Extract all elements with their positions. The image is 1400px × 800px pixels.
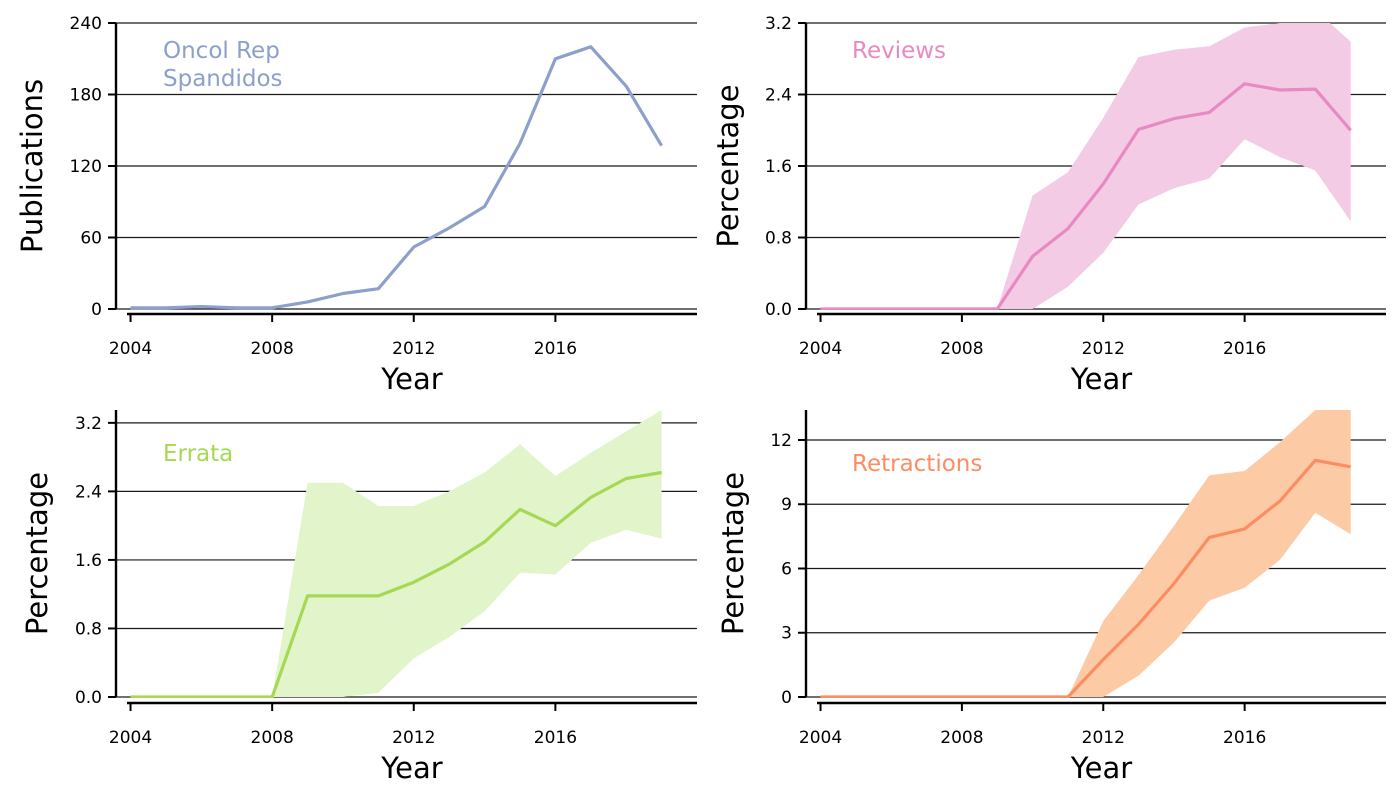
series-label: Spandidos [163, 66, 283, 92]
x-axis-title: Year [380, 362, 442, 396]
y-tick-label: 3.2 [765, 14, 792, 34]
y-tick-label: 60 [80, 229, 102, 249]
y-tick-label: 1.6 [765, 157, 792, 177]
y-axis-title: Percentage [711, 84, 745, 247]
x-axis-title: Year [380, 751, 442, 785]
y-tick-label: 0.0 [765, 300, 792, 320]
x-tick-label: 2016 [1223, 728, 1266, 748]
x-tick-label: 2008 [940, 728, 983, 748]
y-tick-label: 9 [781, 495, 792, 515]
y-tick-label: 2.4 [765, 86, 792, 106]
x-tick-label: 2012 [1082, 339, 1125, 359]
x-tick-label: 2004 [109, 728, 152, 748]
y-tick-label: 2.4 [75, 482, 102, 502]
x-tick-label: 2008 [251, 339, 294, 359]
y-tick-label: 0.8 [765, 229, 792, 249]
chart-panel-bottom-right: 0 3 6 9 12 2004 2008 2012 2016 Year Percentage Retr… [716, 410, 1386, 785]
series-label: Errata [163, 441, 233, 467]
y-tick-label: 240 [70, 14, 102, 34]
x-tick-label: 2012 [392, 728, 435, 748]
series-line [130, 470, 662, 698]
y-tick-label: 180 [70, 86, 102, 106]
y-axis-title: Percentage [20, 472, 54, 635]
x-tick-label: 2012 [392, 339, 435, 359]
x-axis-title: Year [1070, 362, 1132, 396]
series-line [820, 458, 1351, 698]
series-line [820, 82, 1352, 310]
y-tick-label: 3 [781, 624, 792, 644]
y-axis-title: Percentage [716, 472, 750, 635]
y-tick-label: 6 [781, 559, 792, 579]
x-tick-label: 2004 [109, 339, 152, 359]
chart-panel-top-right: 0.0 0.8 1.6 2.4 3.2 2004 2008 2012 2016 Year Perce… [711, 14, 1386, 396]
series-label: Retractions [852, 451, 982, 477]
x-tick-label: 2016 [1223, 339, 1266, 359]
series-label: Reviews [852, 38, 946, 64]
chart-panel-top-left: 0 60 120 180 240 2004 2008 2012 2016 Year Publicat… [15, 14, 697, 396]
x-tick-label: 2016 [534, 728, 577, 748]
y-tick-label: 120 [70, 157, 102, 177]
x-axis-title: Year [1070, 751, 1132, 785]
confidence-band [820, 23, 1351, 309]
y-tick-label: 0.0 [75, 688, 102, 708]
y-tick-label: 0 [91, 300, 102, 320]
y-tick-label: 12 [770, 431, 792, 451]
y-tick-label: 0.8 [75, 619, 102, 639]
x-tick-label: 2004 [799, 339, 842, 359]
y-tick-label: 3.2 [75, 414, 102, 434]
x-tick-label: 2016 [534, 339, 577, 359]
confidence-band [130, 410, 662, 697]
series-label: Oncol Rep [163, 38, 280, 64]
confidence-band [820, 410, 1351, 697]
x-tick-label: 2008 [251, 728, 294, 748]
x-tick-label: 2012 [1082, 728, 1125, 748]
x-tick-label: 2008 [940, 339, 983, 359]
y-tick-label: 1.6 [75, 551, 102, 571]
y-axis-title: Publications [15, 79, 49, 253]
y-tick-label: 0 [781, 688, 792, 708]
series-line [130, 45, 663, 310]
x-tick-label: 2004 [799, 728, 842, 748]
chart-panel-bottom-left: 0.0 0.8 1.6 2.4 3.2 2004 2008 2012 2016 Year Perce… [20, 410, 697, 785]
